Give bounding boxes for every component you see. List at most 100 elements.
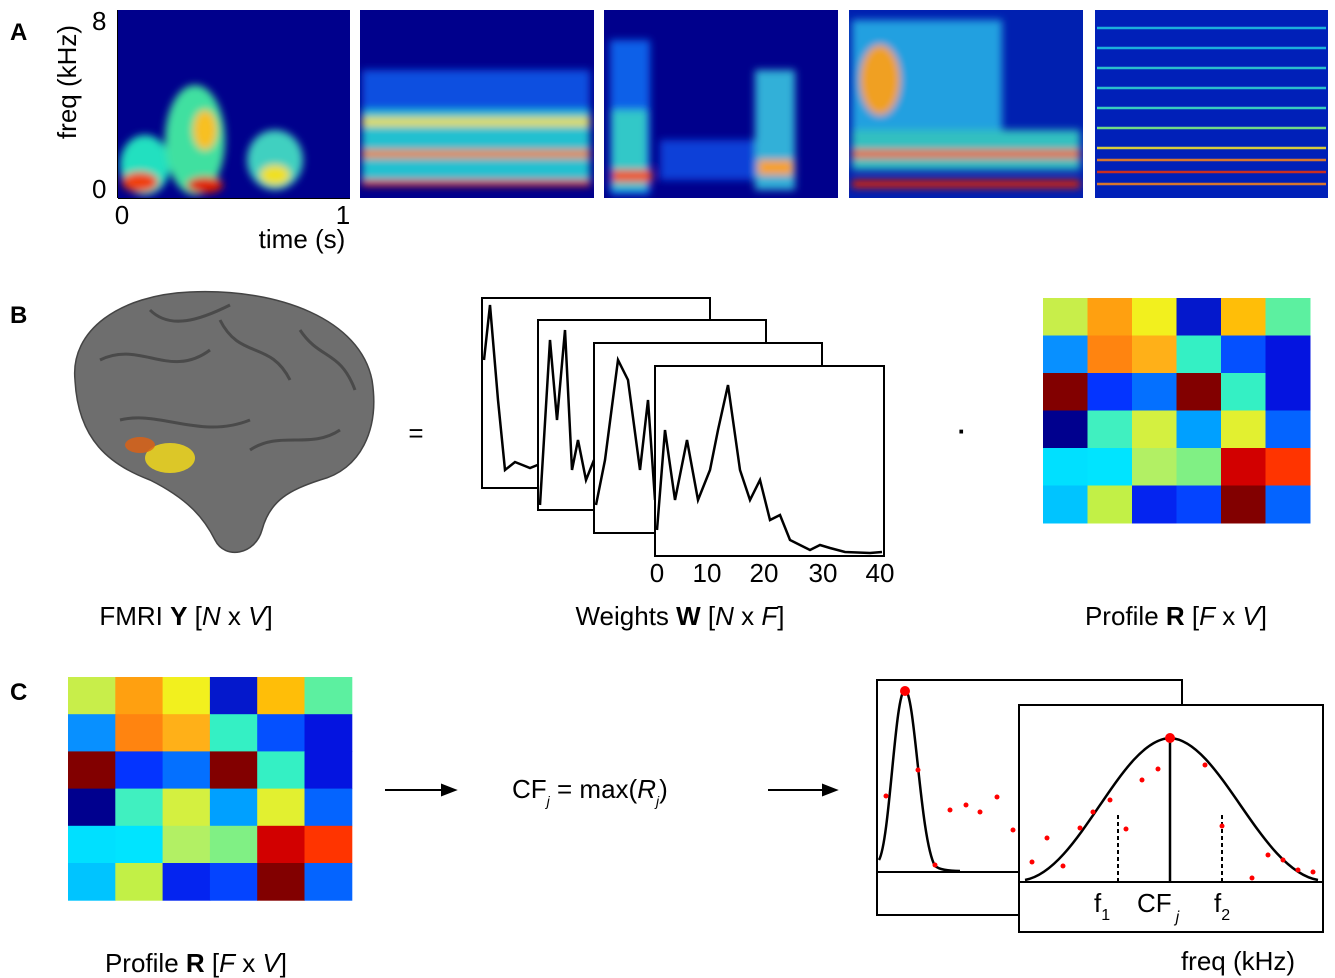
y-tick-label: 0 [92,174,106,204]
heatmap-cell [68,714,116,752]
x-axis-label: time (s) [259,224,346,254]
heatmap-cell [163,826,211,864]
heatmap-cell [210,789,258,827]
heatmap-cell [1221,486,1266,524]
heatmap-cell [210,826,258,864]
heatmap-cell [1266,373,1311,411]
heatmap-cell [115,677,163,715]
heatmap-cell [163,789,211,827]
heatmap-cell [1177,373,1222,411]
heatmap-cell [1043,486,1088,524]
heatmap-cell [1221,411,1266,449]
heatmap-cell [1266,411,1311,449]
heatmap-cell [1221,336,1266,374]
heatmap-cell [1043,448,1088,486]
heatmap-cell [68,677,116,715]
heatmap-cell [210,863,258,901]
heatmap-cell [305,751,353,789]
heatmap-cell [163,677,211,715]
heatmap-cell [1221,373,1266,411]
heatmap-cell [1088,486,1133,524]
figure: A 8 0 freq (kHz) 0 1 time (s) [0,0,1335,978]
heatmap-cell [305,714,353,752]
y-tick-label: 8 [92,6,106,36]
heatmap-cell [1132,298,1177,336]
heatmap-cell [210,677,258,715]
heatmap-cell [210,714,258,752]
heatmap-cell [1177,336,1222,374]
heatmap-cell [68,863,116,901]
heatmap-cell [1266,486,1311,524]
heatmap-cell [68,751,116,789]
heatmap-cell [1043,411,1088,449]
heatmap-cell [1043,373,1088,411]
heatmap-cell [257,863,305,901]
heatmap-cell [210,751,258,789]
caption: FMRI Y [N x V] [99,601,272,631]
x-tick-label: 40 [866,558,895,588]
heatmap-cell [1266,448,1311,486]
heatmap [68,677,352,901]
heatmap-cell [1132,411,1177,449]
heatmap-cell [163,714,211,752]
heatmap [1043,298,1311,524]
y-axis-label: freq (kHz) [52,25,82,139]
heatmap-cell [115,714,163,752]
x-tick-label: 0 [115,200,129,230]
heatmap-cell [1221,448,1266,486]
spectrogram [1095,10,1328,198]
heatmap-cell [1177,448,1222,486]
heatmap-cell [1132,336,1177,374]
heatmap-cell [305,863,353,901]
caption: Profile R [F x V] [1085,601,1267,631]
spectrogram [849,10,1083,198]
x-axis-label: freq (kHz) [1181,946,1295,976]
heatmap-cell [1221,298,1266,336]
x-tick-label: 0 [650,558,664,588]
heatmap-cell [68,826,116,864]
panel-label: A [10,19,27,46]
heatmap-cell [1132,486,1177,524]
heatmap-cell [163,751,211,789]
heatmap-cell [1088,373,1133,411]
heatmap-cell [1043,298,1088,336]
panel-label: B [10,302,27,329]
heatmap-cell [1088,336,1133,374]
spectrogram [118,10,350,198]
heatmap-cell [163,863,211,901]
heatmap-cell [1177,486,1222,524]
formula: CFj = max(Rj) [512,774,668,809]
heatmap-cell [257,789,305,827]
heatmap-cell [1043,336,1088,374]
x-tick-label: 10 [693,558,722,588]
heatmap-cell [257,826,305,864]
caption: Weights W [N x F] [575,601,784,631]
heatmap-cell [305,826,353,864]
heatmap-cell [115,863,163,901]
heatmap-cell [1088,411,1133,449]
heatmap-cell [257,677,305,715]
heatmap-cell [1088,298,1133,336]
weights-plots [482,298,884,556]
x-tick-label: 30 [809,558,838,588]
heatmap-cell [305,677,353,715]
heatmap-cell [1177,298,1222,336]
heatmap-cell [257,751,305,789]
heatmap-cell [257,714,305,752]
heatmap-cell [1088,448,1133,486]
spectrogram [604,10,838,198]
heatmap-cell [1266,336,1311,374]
heatmap-cell [1132,373,1177,411]
heatmap-cell [68,789,116,827]
heatmap-cell [305,789,353,827]
heatmap-cell [1132,448,1177,486]
heatmap-cell [1266,298,1311,336]
caption: Profile R [F x V] [105,948,287,978]
heatmap-cell [115,751,163,789]
panel-label: C [10,679,27,706]
x-tick-label: 20 [750,558,779,588]
brain [75,292,374,553]
spectrogram [360,10,594,198]
heatmap-cell [115,789,163,827]
heatmap-cell [1177,411,1222,449]
